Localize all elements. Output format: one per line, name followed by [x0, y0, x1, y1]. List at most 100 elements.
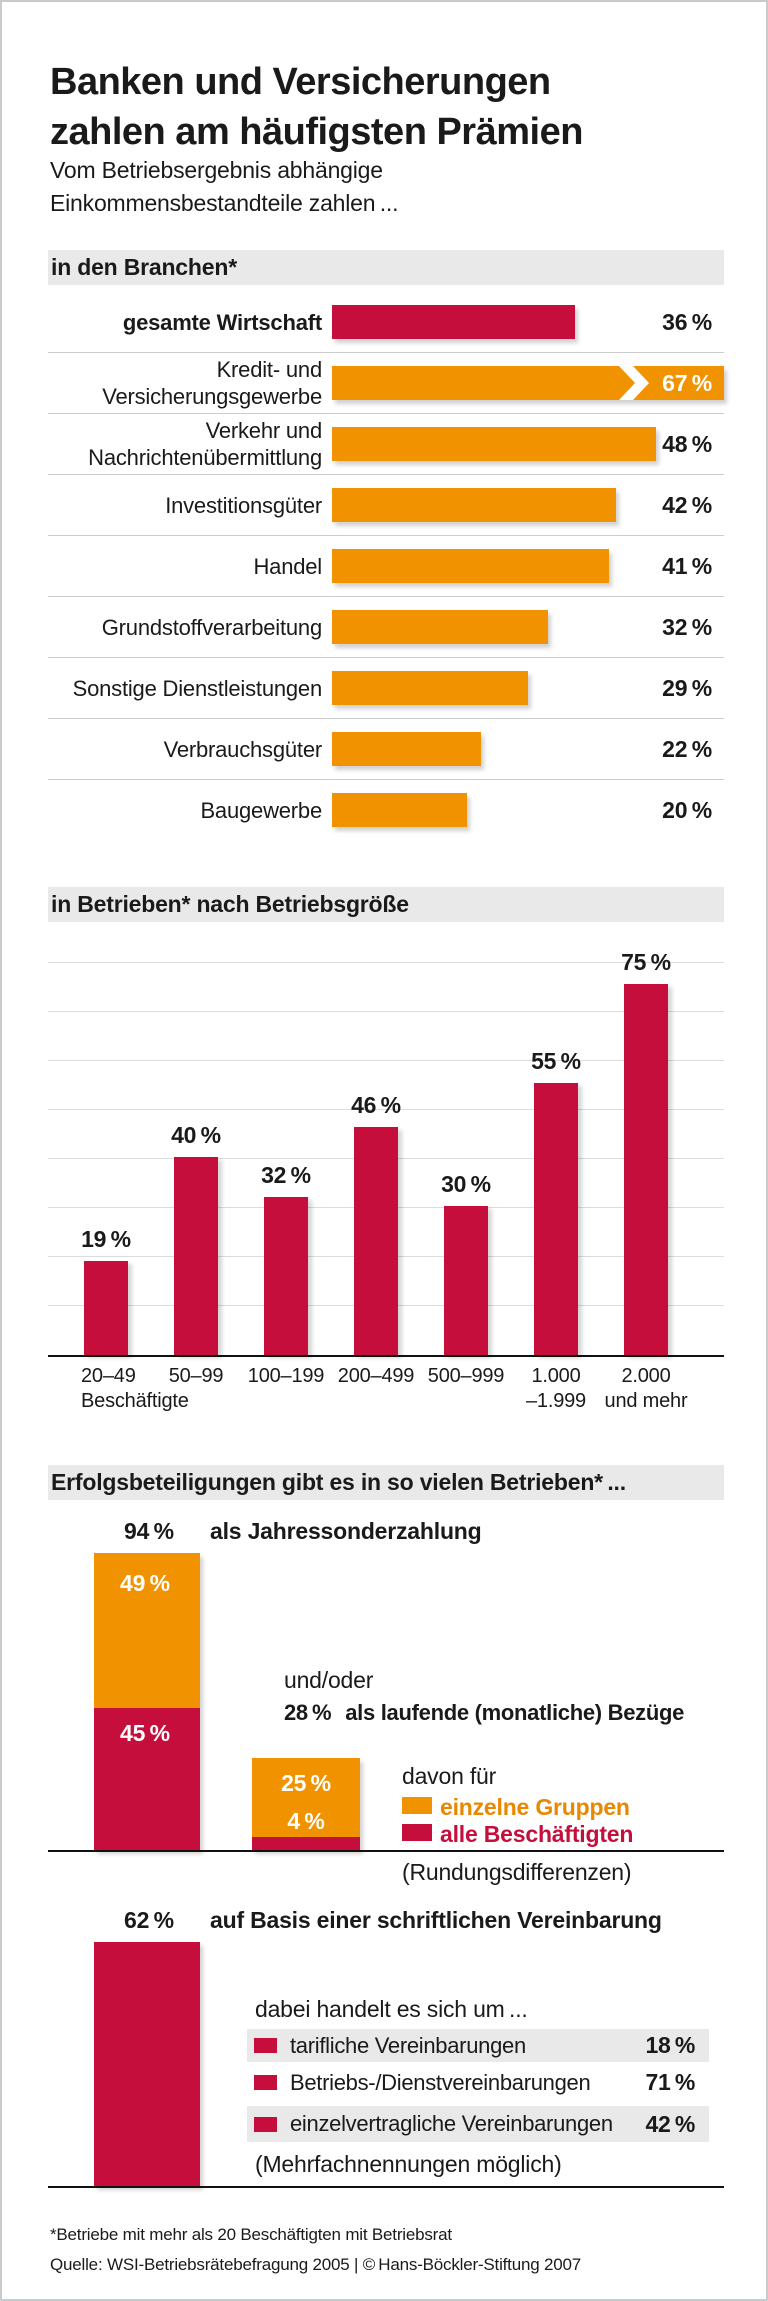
bar-value: 41 % [662, 553, 712, 579]
erfolgsbeteiligung-section: Erfolgsbeteiligungen gibt es in so viele… [2, 1442, 766, 2202]
section-header-branchen: in den Branchen* [48, 250, 724, 285]
bar-label: Sonstige Dienstleistungen [72, 675, 323, 701]
rounding-note: (Rundungsdifferenzen) [402, 1859, 632, 1885]
bar-row-grundstoff: Grundstoffverarbeitung 32 % [48, 597, 724, 658]
size-bar-label-3: 46 % [351, 1092, 401, 1118]
page-title: Banken und Versicherungen zahlen am häufi… [50, 57, 583, 157]
agreement-row-einzelvertraglich: einzelvertragliche Vereinbarungen 42 % [247, 2106, 709, 2142]
bar-row-investitionsgueter: Investitionsgüter 42 % [48, 475, 724, 536]
legend-label-alle-beschaeftigten: alle Beschäftigten [440, 1821, 634, 1847]
segment-einzelne-gruppen [252, 1758, 360, 1837]
segment-label-49: 49 % [120, 1570, 170, 1596]
bar-handel [332, 549, 609, 583]
x-tick-label: 200–499 [337, 1365, 415, 1387]
stacked-bar-monthly [252, 1758, 360, 1850]
size-bar-2 [264, 1197, 308, 1355]
bar-gesamte-wirtschaft [332, 305, 575, 339]
bar-label: Verkehr und Nachrichtenübermittlung [88, 418, 322, 470]
segment-label-25: 25 % [281, 1770, 331, 1796]
x-tick-label: 2.000 und mehr [604, 1365, 688, 1412]
baseline [48, 1850, 724, 1852]
title-line2: zahlen am häufigsten Prämien [50, 111, 583, 154]
segment-label-45: 45 % [120, 1720, 170, 1746]
bar-row-handel: Handel 41 % [48, 536, 724, 597]
stacked-bar-annual [94, 1553, 200, 1850]
footer: *Betriebe mit mehr als 20 Beschäftigten … [50, 2220, 581, 2280]
segment-einzelne-gruppen [94, 1553, 200, 1708]
legend-swatch-einzelne-gruppen [402, 1797, 432, 1814]
written-lead: 62 % auf Basis einer schriftlichen Verein… [124, 1907, 662, 1933]
footnote: *Betriebe mit mehr als 20 Beschäftigten … [50, 2225, 452, 2244]
x-tick-label: 1.000 –1.999 [526, 1365, 586, 1412]
bar-row-baugewerbe: Baugewerbe 20 % [48, 780, 724, 840]
size-bar-6 [624, 984, 668, 1355]
red-square-icon [254, 2038, 277, 2053]
segment-alle-beschaeftigten [94, 1708, 200, 1850]
bar-label: Handel [253, 553, 322, 579]
multi-note: (Mehrfachnennungen möglich) [255, 2151, 562, 2177]
gridline [48, 1011, 724, 1012]
bar-value: 36 % [662, 309, 712, 335]
section-header-erfolgsbeteiligung: Erfolgsbeteiligungen gibt es in so viele… [48, 1465, 724, 1500]
bar-baugewerbe [332, 793, 467, 827]
size-bar-label-2: 32 % [261, 1162, 311, 1188]
subtitle: Vom Betriebsergebnis abhängige Einkommens… [50, 157, 399, 216]
bar-kredit-versicherung: 67 % [332, 366, 724, 400]
bar-value-inside: 67 % [662, 370, 712, 396]
bar-verkehr [332, 427, 656, 461]
size-bar-3 [354, 1127, 398, 1355]
segment-alle-beschaeftigten [252, 1837, 360, 1850]
annual-lead: 94 % als Jahressonderzahlung [124, 1518, 482, 1544]
x-tick-label: 20–49 Beschäftigte [81, 1365, 189, 1412]
size-bar-label-1: 40 % [171, 1122, 221, 1148]
legend-swatch-alle-beschaeftigten [402, 1824, 432, 1841]
bar-row-kredit-versicherung: Kredit- und Versicherungsgewerbe 67 % [48, 353, 724, 414]
bar-investitionsgueter [332, 488, 616, 522]
red-square-icon [254, 2075, 277, 2090]
bar-value: 32 % [662, 614, 712, 640]
bar-verbrauchsgueter [332, 732, 481, 766]
und-oder-text: und/oder [284, 1667, 374, 1693]
bar-label: Grundstoffverarbeitung [101, 614, 322, 640]
bar-value: 29 % [662, 675, 712, 701]
title-line1: Banken und Versicherungen [50, 61, 551, 104]
bar-label: Investitionsgüter [165, 492, 322, 518]
x-tick-label: 50–99 [168, 1365, 224, 1387]
bar-value: 20 % [662, 797, 712, 823]
x-tick-label: 500–999 [427, 1365, 505, 1387]
davon-fuer-text: davon für [402, 1763, 497, 1789]
size-bar-4 [444, 1206, 488, 1355]
bar-value: 22 % [662, 736, 712, 762]
bar-grundstoff [332, 610, 548, 644]
monthly-lead: 28 % als laufende (monatliche) Bezüge [284, 1700, 685, 1725]
red-square-icon [254, 2116, 277, 2132]
legend-label-einzelne-gruppen: einzelne Gruppen [440, 1794, 630, 1820]
dabei-text: dabei handelt es sich um ... [255, 1996, 528, 2022]
x-tick-label: 100–199 [247, 1365, 325, 1387]
section-header-betriebsgroesse: in Betrieben* nach Betriebsgröße [48, 887, 724, 922]
bar-break-icon [619, 366, 649, 400]
bar-value: 42 % [662, 492, 712, 518]
bar-label: gesamte Wirtschaft [122, 309, 322, 335]
agreement-row-tariflich: tarifliche Vereinbarungen 18 % [247, 2029, 709, 2062]
segment-label-4: 4 % [287, 1808, 325, 1834]
bar-dienstleistungen [332, 671, 528, 705]
betriebsgroesse-chart: 19 % 40 % 32 % 46 % 30 % 55 % 75 % [48, 932, 724, 1357]
bar-label: Baugewerbe [200, 797, 322, 823]
size-bar-5 [534, 1083, 578, 1355]
bar-label: Verbrauchsgüter [163, 736, 323, 762]
size-bar-1 [174, 1157, 218, 1355]
bar-row-gesamte-wirtschaft: gesamte Wirtschaft 36 % [48, 292, 724, 353]
size-bar-label-5: 55 % [531, 1048, 581, 1074]
gridline [48, 1109, 724, 1110]
gridline [48, 1060, 724, 1061]
gridline [48, 962, 724, 963]
size-bar-label-0: 19 % [81, 1226, 131, 1252]
bar-row-dienstleistungen: Sonstige Dienstleistungen 29 % [48, 658, 724, 719]
bar-row-verkehr: Verkehr und Nachrichtenübermittlung 48 % [48, 414, 724, 475]
size-bar-0 [84, 1261, 128, 1355]
size-bar-label-6: 75 % [621, 949, 671, 975]
bar-schriftliche-vereinbarung [94, 1942, 200, 2186]
size-bar-label-4: 30 % [441, 1171, 491, 1197]
